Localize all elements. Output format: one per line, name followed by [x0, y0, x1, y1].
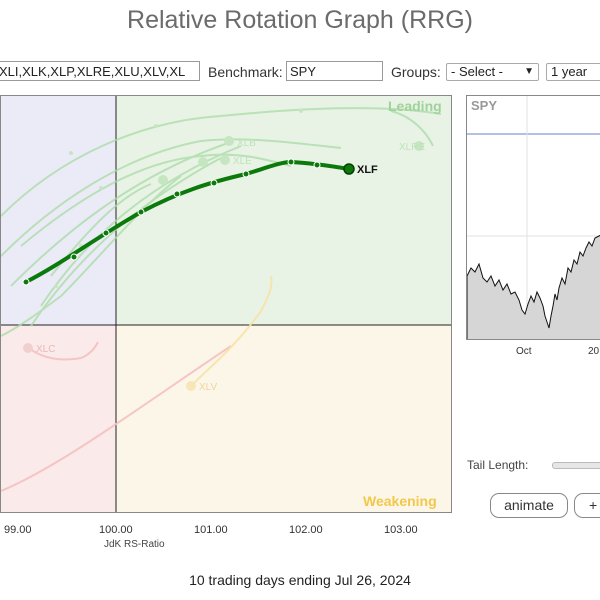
toolbar: Benchmark: Groups: - Select - ▼ 1 year — [0, 60, 600, 84]
page-title: Relative Rotation Graph (RRG) — [127, 6, 473, 34]
faded-tail-4 — [30, 157, 222, 327]
faded-head-xlc — [23, 343, 33, 353]
faded-tail-1 — [1, 107, 442, 217]
symbol-label-xlf: XLF — [357, 164, 378, 176]
x-axis-label: JdK RS-Ratio — [104, 539, 165, 550]
symbol-label-xlc: XLC — [36, 344, 55, 355]
tail-length-slider[interactable] — [552, 462, 600, 469]
weakening-quadrant — [116, 325, 451, 512]
faded-point-6 — [299, 109, 303, 113]
xlf-point-4 — [137, 208, 145, 216]
x-tick: 100.00 — [99, 524, 133, 536]
x-tick: 102.00 — [289, 524, 323, 536]
rrg-plot[interactable]: XLB XLRE XLE XLC XLV XLF Leading Weakeni… — [0, 95, 452, 513]
xlf-point-3 — [102, 229, 110, 237]
xlf-point-5 — [173, 190, 181, 198]
faded-point-5 — [154, 124, 158, 128]
leading-quadrant-label: Leading — [388, 98, 442, 114]
tail-length-label: Tail Length: — [467, 458, 529, 472]
faded-head-xlb — [224, 136, 234, 146]
xlf-point-6 — [210, 179, 218, 187]
faded-point-4 — [54, 284, 58, 288]
faded-tail-xlc — [28, 341, 99, 361]
benchmark-panel-label: SPY — [471, 98, 498, 113]
symbol-label-xlb: XLB — [237, 138, 256, 149]
faded-point-2 — [99, 186, 103, 190]
xlf-point-9 — [313, 161, 321, 169]
faded-head-xlre — [414, 141, 424, 151]
x-tick: 99.00 — [4, 524, 32, 536]
leading-quadrant — [116, 96, 451, 325]
benchmark-chart: SPY — [466, 95, 600, 340]
faded-tail-2 — [1, 138, 342, 257]
benchmark-x-tick: Oct — [516, 346, 532, 357]
faded-tail-7 — [60, 175, 182, 297]
x-tick: 101.00 — [194, 524, 228, 536]
xlf-point-2 — [70, 253, 78, 261]
groups-select[interactable]: - Select - ▼ — [446, 63, 539, 81]
xlf-point-8 — [287, 158, 295, 166]
weakening-quadrant-label: Weakening — [363, 493, 437, 509]
groups-label: Groups: — [391, 64, 441, 80]
xlf-point-1 — [22, 278, 30, 286]
faded-tail-red-1 — [1, 345, 232, 492]
x-tick: 103.00 — [384, 524, 418, 536]
groups-select-value: - Select - — [451, 64, 504, 79]
lagging-quadrant — [1, 325, 116, 512]
faded-tail-9 — [390, 110, 434, 147]
faded-head-xle — [220, 155, 230, 165]
symbol-label-xlv: XLV — [199, 382, 217, 393]
benchmark-x-tick: 20 — [588, 346, 600, 357]
benchmark-input[interactable] — [286, 61, 383, 81]
xlf-head[interactable] — [343, 163, 355, 175]
xlf-tail — [25, 159, 350, 284]
faded-tail-10 — [1, 295, 62, 337]
faded-head-2 — [158, 175, 168, 185]
benchmark-label: Benchmark: — [208, 64, 283, 80]
improving-quadrant — [1, 96, 116, 325]
symbol-label-xlre: XLRE — [399, 142, 425, 153]
plus-button[interactable]: + — [574, 493, 600, 518]
faded-tail-xlv — [190, 275, 273, 387]
period-select[interactable]: 1 year — [546, 63, 600, 81]
rrg-chart: XLB XLRE XLE XLC XLV XLF — [1, 96, 451, 512]
faded-point-1 — [69, 151, 73, 155]
symbol-label-xle: XLE — [233, 156, 252, 167]
faded-tail-6 — [20, 153, 292, 247]
benchmark-price-area — [467, 234, 600, 339]
faded-head-1 — [198, 157, 208, 167]
xlf-point-7 — [242, 170, 250, 178]
animate-button[interactable]: animate — [490, 493, 568, 518]
chevron-down-icon: ▼ — [524, 66, 534, 77]
date-range-caption: 10 trading days ending Jul 26, 2024 — [189, 572, 411, 588]
period-select-value: 1 year — [551, 64, 588, 79]
faded-head-xlv — [186, 381, 196, 391]
benchmark-chart-svg — [467, 96, 600, 339]
symbols-input[interactable] — [0, 61, 200, 81]
